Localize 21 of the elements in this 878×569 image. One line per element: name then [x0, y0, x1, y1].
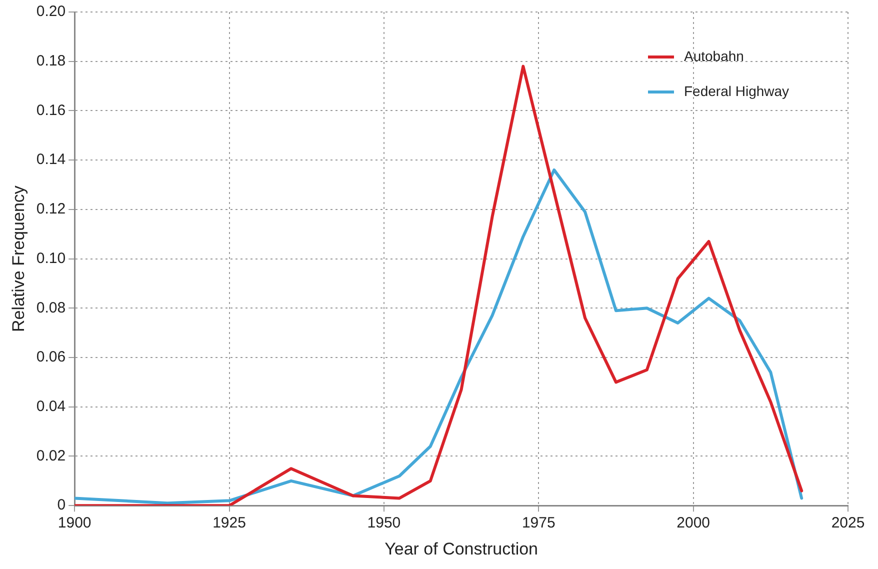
- y-tick-label: 0.08: [36, 299, 66, 316]
- legend-label: Autobahn: [684, 48, 744, 64]
- y-tick-label: 0.18: [36, 52, 66, 70]
- y-tick-label: 0.14: [36, 151, 66, 168]
- x-tick-label: 2000: [676, 514, 710, 532]
- y-axis-title: Relative Frequency: [8, 185, 28, 332]
- y-tick-label: 0: [57, 496, 66, 514]
- x-tick-label: 1975: [522, 514, 556, 532]
- y-tick-label: 0.02: [36, 447, 66, 464]
- y-tick-label: 0.10: [36, 250, 66, 267]
- x-tick-label: 1900: [58, 514, 92, 532]
- y-tick-label: 0.06: [36, 348, 66, 366]
- x-tick-label: 1950: [367, 514, 401, 532]
- x-tick-label: 1925: [212, 514, 246, 532]
- y-tick-label: 0.20: [36, 3, 66, 20]
- y-tick-label: 0.04: [36, 398, 66, 416]
- x-axis-title: Year of Construction: [384, 539, 538, 558]
- y-tick-label: 0.12: [36, 200, 66, 218]
- y-tick-label: 0.16: [36, 102, 66, 119]
- legend-label: Federal Highway: [684, 82, 790, 99]
- x-tick-label: 2025: [831, 514, 865, 532]
